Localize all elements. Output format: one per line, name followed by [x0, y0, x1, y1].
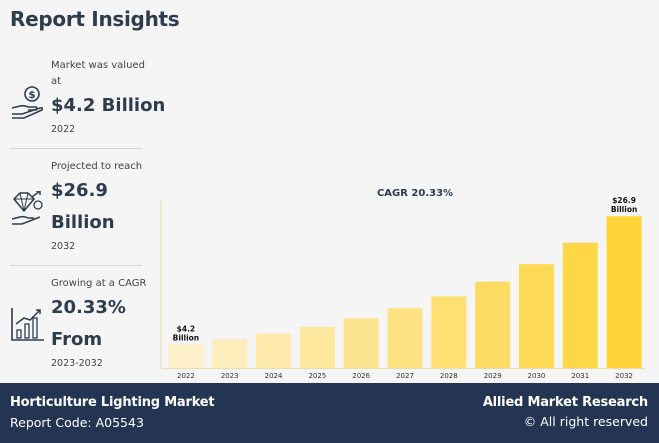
x-tick-label: 2027 [396, 372, 414, 380]
stat-value: $26.9 [51, 180, 108, 201]
stat-value: 20.33% [51, 297, 126, 318]
stat-label: Projected to reach [51, 161, 143, 172]
bar-2031 [562, 242, 598, 368]
bar-2030 [518, 264, 554, 368]
stat-value: Billion [51, 212, 115, 233]
bar-2029 [475, 281, 511, 368]
bar-2024 [256, 333, 292, 368]
stat-period: 2023-2032 [51, 358, 103, 369]
bar-2022 [168, 344, 204, 368]
x-tick-label: 2028 [440, 372, 458, 380]
growth-chart-icon [11, 308, 44, 341]
bar-2023 [212, 339, 248, 368]
copyright: © All right reserved [523, 414, 648, 429]
x-tick-label: 2025 [308, 372, 326, 380]
stat-cagr: Growing at a CAGR 20.33% From 2023-2032 [10, 276, 150, 376]
brand-name: Allied Market Research [482, 395, 648, 410]
bar-chart: CAGR 20.33% 2022 2023 2024 2025 2026 2027 2028 2… [160, 188, 646, 380]
x-tick-label: 2031 [571, 372, 589, 380]
stat-value: $4.2 Billion [51, 95, 166, 116]
footer: Horticulture Lighting Market Report Code… [0, 383, 659, 443]
money-hand-icon: $ [11, 86, 44, 119]
stat-label: Growing at a CAGR [51, 278, 147, 289]
stat-period: 2032 [51, 241, 76, 252]
x-tick-label: 2032 [615, 372, 633, 380]
diamond-growth-icon [11, 191, 43, 225]
bar-2028 [431, 296, 467, 368]
stat-label: Market was valued at [51, 60, 145, 87]
bar-2025 [299, 326, 335, 368]
x-tick-label: 2022 [177, 372, 195, 380]
bar-2026 [343, 318, 379, 368]
divider [10, 265, 142, 266]
data-label: Billion [173, 333, 200, 342]
data-label: $4.2 [177, 324, 196, 333]
x-tick-label: 2024 [265, 372, 283, 380]
svg-text:$: $ [29, 90, 36, 101]
bar-2032 [606, 216, 642, 368]
stat-period: 2022 [51, 124, 76, 135]
chart-title: CAGR 20.33% [377, 188, 453, 199]
page-title: Report Insights [10, 7, 180, 31]
market-name: Horticulture Lighting Market [10, 395, 215, 410]
stat-value: From [51, 329, 103, 350]
divider [10, 148, 142, 149]
x-tick-label: 2026 [352, 372, 370, 380]
bar-2027 [387, 308, 423, 368]
x-tick-label: 2030 [528, 372, 546, 380]
x-tick-label: 2029 [484, 372, 502, 380]
x-tick-label: 2023 [221, 372, 239, 380]
stat-market-value: $ Market was valued at $4.2 Billion 2022 [10, 58, 165, 143]
report-code: Report Code: A05543 [10, 415, 144, 430]
data-label: $26.9 [612, 196, 636, 205]
stat-projected-value: Projected to reach $26.9 Billion 2032 [10, 159, 150, 259]
data-label: Billion [611, 205, 638, 214]
